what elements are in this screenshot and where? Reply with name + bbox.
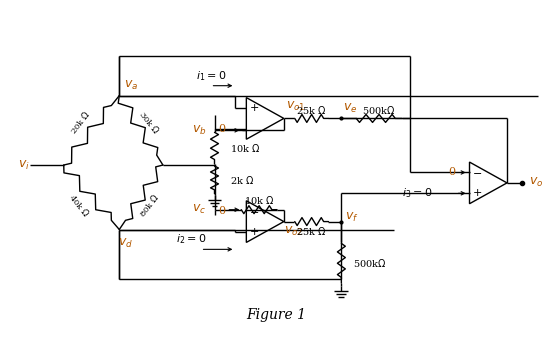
Text: 500k$\Omega$: 500k$\Omega$: [362, 104, 396, 116]
Text: 30k $\Omega$: 30k $\Omega$: [136, 108, 162, 136]
Text: 500k$\Omega$: 500k$\Omega$: [353, 257, 387, 269]
Text: 25k $\Omega$: 25k $\Omega$: [296, 104, 327, 116]
Text: $v_{o1}$: $v_{o1}$: [286, 100, 305, 113]
Text: $v_a$: $v_a$: [124, 79, 139, 92]
Text: $-$: $-$: [473, 167, 482, 177]
Text: $v_b$: $v_b$: [192, 124, 206, 137]
Text: 0: 0: [219, 206, 226, 216]
Text: $-$: $-$: [250, 124, 259, 134]
Text: 20k $\Omega$: 20k $\Omega$: [67, 108, 92, 136]
Text: 0: 0: [448, 167, 455, 177]
Text: 2k $\Omega$: 2k $\Omega$: [230, 174, 254, 186]
Text: $v_f$: $v_f$: [346, 211, 359, 224]
Text: Figure 1: Figure 1: [246, 308, 306, 322]
Text: $v_{o2}$: $v_{o2}$: [284, 225, 304, 238]
Text: $i_3 = 0$: $i_3 = 0$: [401, 187, 432, 200]
Text: 40k $\Omega$: 40k $\Omega$: [67, 191, 92, 219]
Text: $v_i$: $v_i$: [18, 159, 30, 172]
Text: +: +: [250, 103, 259, 113]
Text: 80k $\Omega$: 80k $\Omega$: [136, 191, 162, 219]
Text: 10k $\Omega$: 10k $\Omega$: [244, 194, 274, 206]
Text: 10k $\Omega$: 10k $\Omega$: [230, 142, 261, 154]
Text: $v_o$: $v_o$: [529, 176, 543, 190]
Text: $-$: $-$: [250, 206, 259, 216]
Text: $v_d$: $v_d$: [118, 237, 132, 250]
Text: +: +: [250, 227, 259, 237]
Text: +: +: [473, 188, 482, 198]
Text: $v_c$: $v_c$: [193, 203, 206, 216]
Text: 0: 0: [219, 124, 226, 134]
Text: 25k $\Omega$: 25k $\Omega$: [296, 224, 327, 237]
Text: $i_1 = 0$: $i_1 = 0$: [195, 69, 226, 83]
Text: $v_e$: $v_e$: [343, 102, 358, 115]
Text: $i_2 = 0$: $i_2 = 0$: [176, 233, 206, 246]
